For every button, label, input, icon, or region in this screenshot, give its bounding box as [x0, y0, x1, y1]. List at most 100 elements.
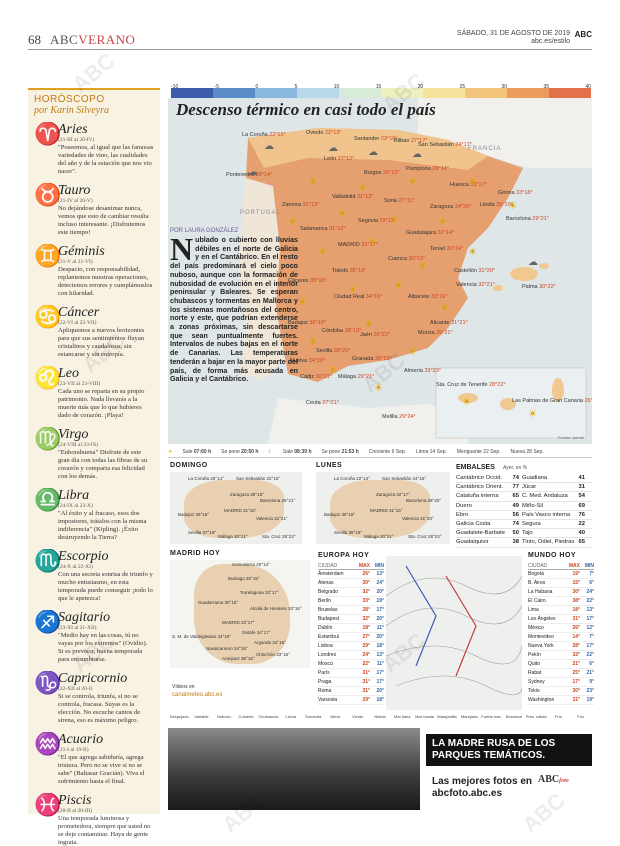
min-temp: 18° [376, 643, 384, 649]
sign-entry: ♉ Tauro (21-IV al 20-V) No dejándose desani… [34, 183, 154, 244]
table-row: Nueva York 28° 17° [528, 642, 594, 651]
zodiac-icon: ♑ [34, 671, 62, 695]
map-city-label: Ceuta 27°21° [306, 400, 339, 406]
legend-item: Variable [194, 714, 209, 719]
min-temp: 17° [586, 643, 594, 649]
sign-body: Leo (23-VII al 23-VIII) Cada uno se repart… [58, 366, 154, 420]
sign-name: Piscis [58, 793, 92, 808]
reservoir-value: 76 [578, 511, 585, 518]
sun-icon: ☀ [338, 209, 347, 220]
city-temp: 30°22° [539, 284, 556, 290]
forecast-city-label: Alcalá de Henares 33°16° [250, 606, 302, 611]
abcfoto-ad[interactable]: LA MADRE RUSA DE LOS PARQUES TEMÁTICOS. … [168, 728, 592, 810]
min-temp: 7° [589, 571, 594, 577]
max-temp: 31° [572, 616, 580, 622]
city-temp: 29°14° [432, 166, 449, 172]
map-city-label: Jaén 36°22° [360, 332, 390, 338]
domingo-map: La Coruña 20°14° San Sebastián 22°16° Zara… [170, 472, 302, 544]
sign-body: Aries (21-III al 20-IV) "Poseemos, al igua… [58, 122, 154, 176]
sun-icon: ☀ [408, 177, 417, 188]
reservoir-name: Tajo [522, 530, 533, 537]
reservoir-name: País Vasco interna [522, 511, 571, 518]
zodiac-icon: ♐ [34, 610, 62, 634]
city-name: Sevilla [316, 348, 334, 354]
max-temp: 27° [362, 634, 370, 640]
city-temp: 28°22° [489, 382, 506, 388]
scale-label: -10 [171, 84, 179, 90]
city-temp: 29°13° [379, 218, 397, 224]
city-name: Salamanca [300, 226, 330, 232]
city-temp: 31°20° [478, 268, 496, 274]
map-city-label: Lleida 35°19° [480, 202, 513, 208]
madrid-footer-site[interactable]: canalmeteo.abc.es [172, 692, 223, 698]
map-city-label: La Coruña 22°15° [242, 132, 286, 138]
min-temp: 20° [376, 688, 384, 694]
scale-label: 25 [459, 84, 466, 90]
city-name: Estambul [318, 634, 339, 640]
city-name: La Coruña [242, 132, 270, 138]
weather-headline: Descenso térmico en casi todo el país [176, 100, 436, 119]
forecast-city-label: Guadarrama 30°15° [198, 600, 239, 605]
sign-entry: ♎ Libra (24-IX al 23-X) "Al éxito y al frac… [34, 488, 154, 549]
sign-dates: (24-IX al 23-X) [58, 503, 93, 509]
sign-entry: ♌ Leo (23-VII al 23-VIII) Cada uno se repar… [34, 366, 154, 427]
city-temp: 31°13° [302, 202, 320, 208]
sign-name: Leo [58, 366, 79, 381]
city-temp: 38°20° [333, 348, 351, 354]
france-landmass [418, 98, 592, 168]
table-row: Estambul 27° 20° [318, 633, 384, 642]
city-name: B. Aires [528, 580, 546, 586]
sun-icon: ☀ [508, 201, 517, 212]
col-min: MIN [584, 563, 594, 569]
sign-body: Tauro (21-IV al 20-V) No dejándose desanim… [58, 183, 154, 237]
reservoir-name: Guadiana [522, 475, 548, 481]
forecast-city-label: La Coruña 20°14° [188, 476, 224, 481]
legend-item: Marejada [460, 714, 478, 719]
city-name: Granada [352, 356, 375, 362]
sign-text: Despacio, con responsabilidad, replantem… [58, 266, 153, 297]
table-row: Varsovia 29° 18° [318, 696, 384, 705]
map-city-label: Valladolid 31°12° [332, 194, 374, 200]
city-temp: 26°21° [584, 398, 592, 404]
sun-icon: ☀ [468, 247, 477, 258]
min-temp: 21° [586, 670, 594, 676]
ad-logo: ABCfoto [538, 774, 569, 785]
zodiac-icon: ♏ [34, 549, 62, 573]
city-name: Girona [498, 190, 517, 196]
lunes-spain-shape [330, 480, 430, 538]
moon-phase-4: Nueva 28 Sep. [510, 448, 544, 455]
min-temp: 20° [376, 616, 384, 622]
sign-text: Cada uno se reparta en su propio patrimo… [58, 388, 145, 419]
section-label: VERANO [78, 32, 136, 47]
map-city-label: Oviedo 22°13° [306, 130, 342, 136]
reservoir-row: Galicia Costa 74 Segura 22 [456, 520, 592, 530]
site-link[interactable]: abc.es/estilo [531, 38, 570, 45]
reservoir-row: Ebro 56 País Vasco interna 76 [456, 511, 592, 520]
city-name: Zaragoza [430, 204, 455, 210]
header-date: SÁBADO, 31 DE AGOSTO DE 2019 abc.es/esti… [457, 30, 570, 46]
country-label: FRANCIA [468, 146, 502, 152]
zodiac-icon: ♓ [34, 793, 62, 817]
city-temp: 29°21° [532, 216, 549, 222]
sign-name: Aries [58, 122, 88, 137]
sun-icon: ☀ [298, 297, 307, 308]
city-temp: 24°17° [455, 142, 472, 148]
reservoir-value: 69 [578, 502, 585, 509]
reservoir-value: 49 [512, 502, 519, 509]
map-city-label: Granada 36°19° [352, 356, 392, 362]
reservoir-value: 65 [512, 493, 519, 500]
max-temp: 14° [572, 634, 580, 640]
forecast-city-label: Barcelona 29°20° [406, 498, 442, 503]
sign-dates: (21-III al 20-IV) [58, 137, 95, 143]
table-row: Praga 31° 17° [318, 678, 384, 687]
world-table: CIUDAD MAX MIN Bogotá 19° 7° B. Aires 15° 6° La H… [528, 562, 594, 705]
city-name: Moscú [318, 661, 333, 667]
legend-item: Viento [352, 714, 364, 719]
max-temp: 29° [362, 697, 370, 703]
horoscope-column: HORÓSCOPO por Karin Silveyra ♈ Aries (21-I… [28, 88, 160, 846]
reservoir-row: Duero 49 Miño-Sil 69 [456, 502, 592, 511]
map-shapes [238, 98, 592, 444]
lunes-title: LUNES [316, 462, 343, 469]
legend-item: Nieve [330, 714, 341, 719]
city-temp: 34°16° [365, 294, 383, 300]
